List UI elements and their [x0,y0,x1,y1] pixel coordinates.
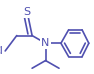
Text: Cl: Cl [0,46,3,56]
Text: S: S [24,7,31,17]
Text: N: N [41,38,50,48]
